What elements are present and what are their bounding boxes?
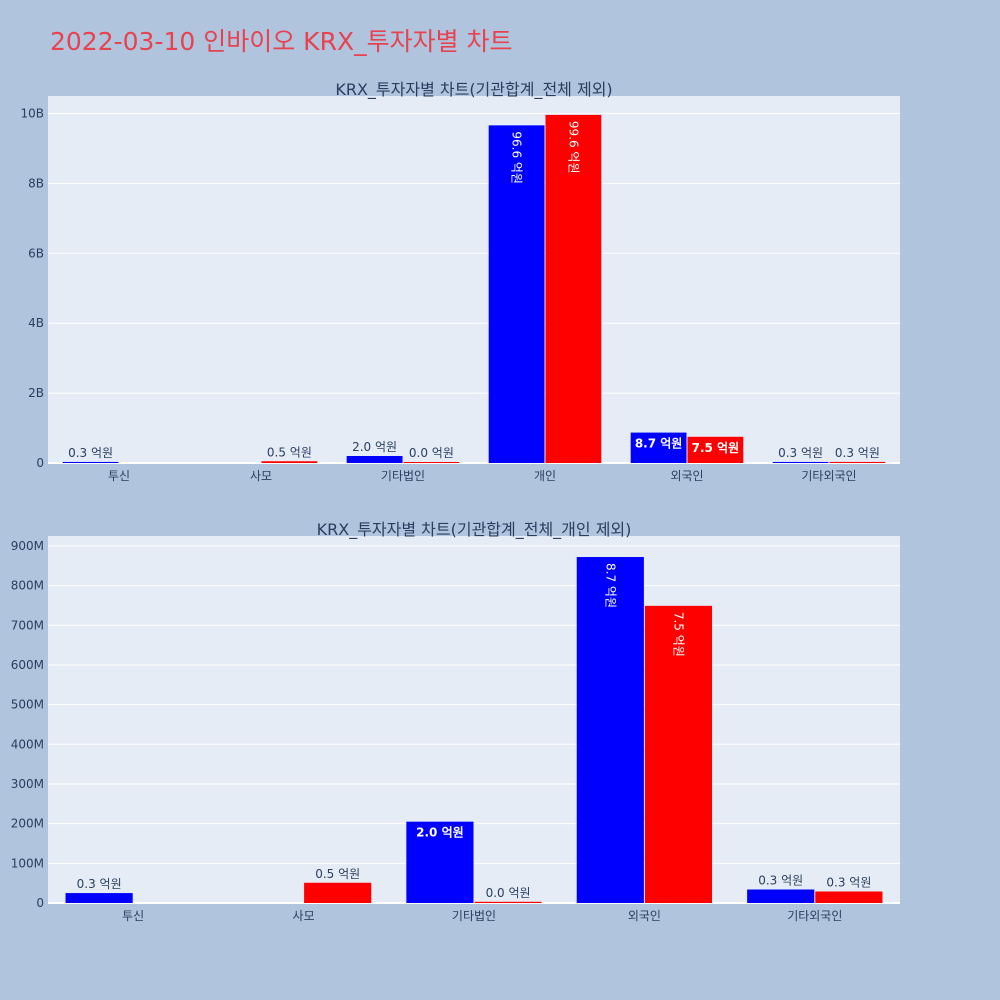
bottom-x-tick-label: 외국인 <box>628 909 661 923</box>
top-bar-data-label: 0.3 억원 <box>68 446 113 460</box>
top-chart-title: KRX_투자자별 차트(기관합계_전체 제외) <box>335 80 612 100</box>
top-y-tick-label: 2B <box>28 386 44 400</box>
top-bar-data-label: 99.6 억원 <box>566 121 580 174</box>
bottom-bar <box>815 891 883 903</box>
top-x-tick-label: 투신 <box>108 469 130 483</box>
top-bar <box>403 462 460 463</box>
page-title: 2022-03-10 인바이오 KRX_투자자별 차트 <box>50 27 513 56</box>
bottom-bar <box>747 889 815 903</box>
bottom-bar <box>644 605 713 903</box>
top-bar <box>346 456 403 463</box>
top-bar-data-label: 0.3 억원 <box>835 446 880 460</box>
bottom-bar-data-label: 8.7 억원 <box>603 563 617 608</box>
top-bar-data-label: 0.0 억원 <box>409 446 454 460</box>
bottom-x-tick-label: 사모 <box>293 909 315 923</box>
chart-top-investor-bars: KRX_투자자별 차트(기관합계_전체 제외) 0 2B 4B 6B 8B 10B 투신 0.3… <box>20 80 900 483</box>
top-y-tick-label: 8B <box>28 176 44 190</box>
bottom-y-tick-label: 700M <box>11 618 44 632</box>
bottom-bar <box>576 557 644 903</box>
bottom-bar-data-label: 2.0 억원 <box>416 826 464 840</box>
top-bar-data-label: 96.6 억원 <box>510 131 524 184</box>
bottom-bar-data-label: 7.5 억원 <box>671 612 685 657</box>
chart-bottom-investor-bars: KRX_투자자별 차트(기관합계_전체_개인 제외) 0 100M 200M 300M 4… <box>11 520 900 923</box>
top-bar <box>62 461 119 463</box>
top-x-tick-label: 기타외국인 <box>801 469 856 483</box>
top-bar-data-label: 8.7 억원 <box>635 437 683 451</box>
bottom-y-tick-label: 400M <box>11 737 44 751</box>
top-plot-area <box>48 96 900 463</box>
bottom-y-tick-label: 100M <box>11 856 44 870</box>
bottom-chart-title: KRX_투자자별 차트(기관합계_전체_개인 제외) <box>317 520 632 540</box>
top-x-tick-label: 개인 <box>534 469 556 483</box>
bottom-x-tick-label: 투신 <box>122 909 144 923</box>
bottom-y-tick-label: 800M <box>11 579 44 593</box>
top-bar-data-label: 7.5 억원 <box>692 441 740 455</box>
top-bar-data-label: 0.3 억원 <box>778 446 823 460</box>
bottom-y-tick-label: 200M <box>11 817 44 831</box>
bottom-bar-data-label: 0.5 억원 <box>315 867 360 881</box>
top-bar <box>545 114 602 464</box>
bottom-bar <box>304 882 372 903</box>
top-bar <box>630 432 687 463</box>
bottom-x-tick-label: 기타외국인 <box>787 909 842 923</box>
bottom-bar <box>406 821 474 903</box>
top-y-tick-label: 0 <box>36 456 44 470</box>
top-bar-data-label: 2.0 억원 <box>352 440 397 454</box>
top-y-tick-label: 10B <box>20 106 44 120</box>
top-bar <box>488 125 545 464</box>
top-bar <box>261 461 318 463</box>
top-y-tick-label: 4B <box>28 316 44 330</box>
bottom-bar-data-label: 0.0 억원 <box>486 886 531 900</box>
bottom-bar-data-label: 0.3 억원 <box>758 874 803 888</box>
bottom-bar <box>474 901 542 903</box>
top-bar <box>829 461 886 463</box>
top-bar <box>772 461 829 463</box>
bottom-bar <box>65 893 133 903</box>
bottom-bar-data-label: 0.3 억원 <box>826 875 871 889</box>
bottom-y-tick-label: 300M <box>11 777 44 791</box>
top-bar <box>687 436 744 463</box>
bottom-y-tick-label: 900M <box>11 539 44 553</box>
top-y-tick-label: 6B <box>28 246 44 260</box>
top-x-tick-label: 외국인 <box>670 469 703 483</box>
bottom-plot-area <box>48 536 900 903</box>
top-bar-data-label: 0.5 억원 <box>267 445 312 459</box>
bottom-y-tick-label: 600M <box>11 658 44 672</box>
top-x-tick-label: 사모 <box>250 469 272 483</box>
top-x-tick-label: 기타법인 <box>381 469 425 483</box>
bottom-y-tick-label: 500M <box>11 698 44 712</box>
bottom-bar-data-label: 0.3 억원 <box>77 877 122 891</box>
bottom-y-tick-label: 0 <box>36 896 44 910</box>
bottom-x-tick-label: 기타법인 <box>452 909 496 923</box>
